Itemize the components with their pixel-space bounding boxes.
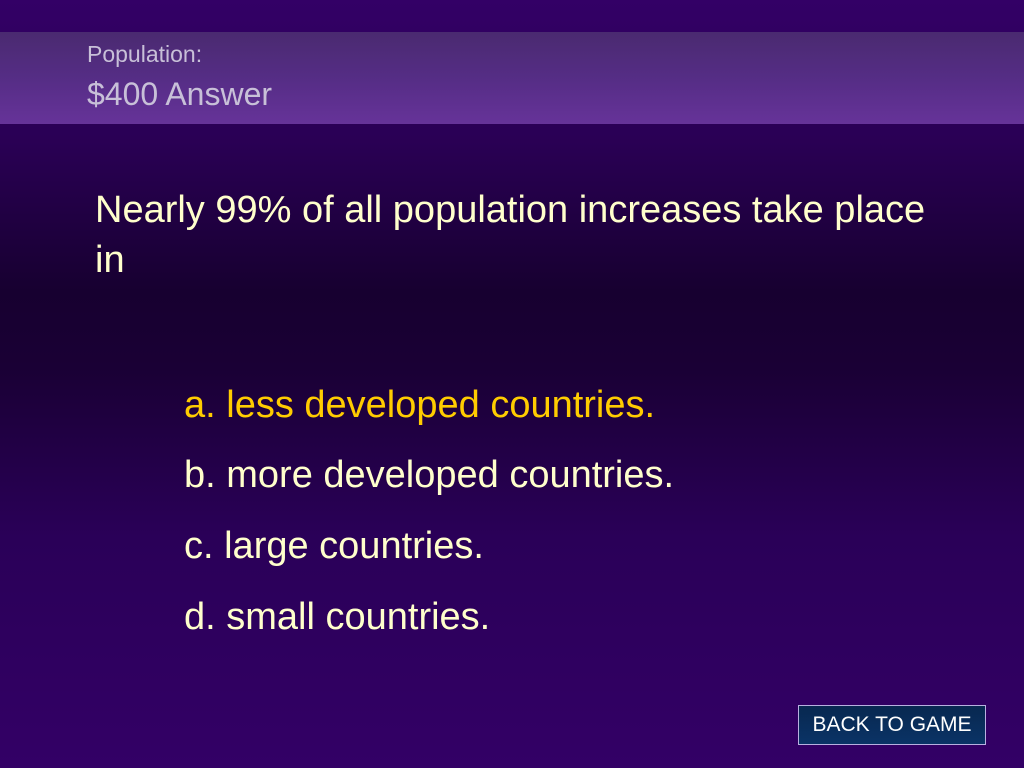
option-a: a. less developed countries. <box>184 384 656 426</box>
title-band <box>0 32 1024 124</box>
option-d: d. small countries. <box>184 596 491 638</box>
category-title: Population: <box>87 41 203 67</box>
back-to-game-button[interactable]: BACK TO GAME <box>798 705 986 745</box>
option-b: b. more developed countries. <box>184 454 675 496</box>
slide-title: $400 Answer <box>87 76 273 112</box>
question-text: Nearly 99% of all population increases t… <box>95 189 926 281</box>
option-c: c. large countries. <box>184 525 484 567</box>
